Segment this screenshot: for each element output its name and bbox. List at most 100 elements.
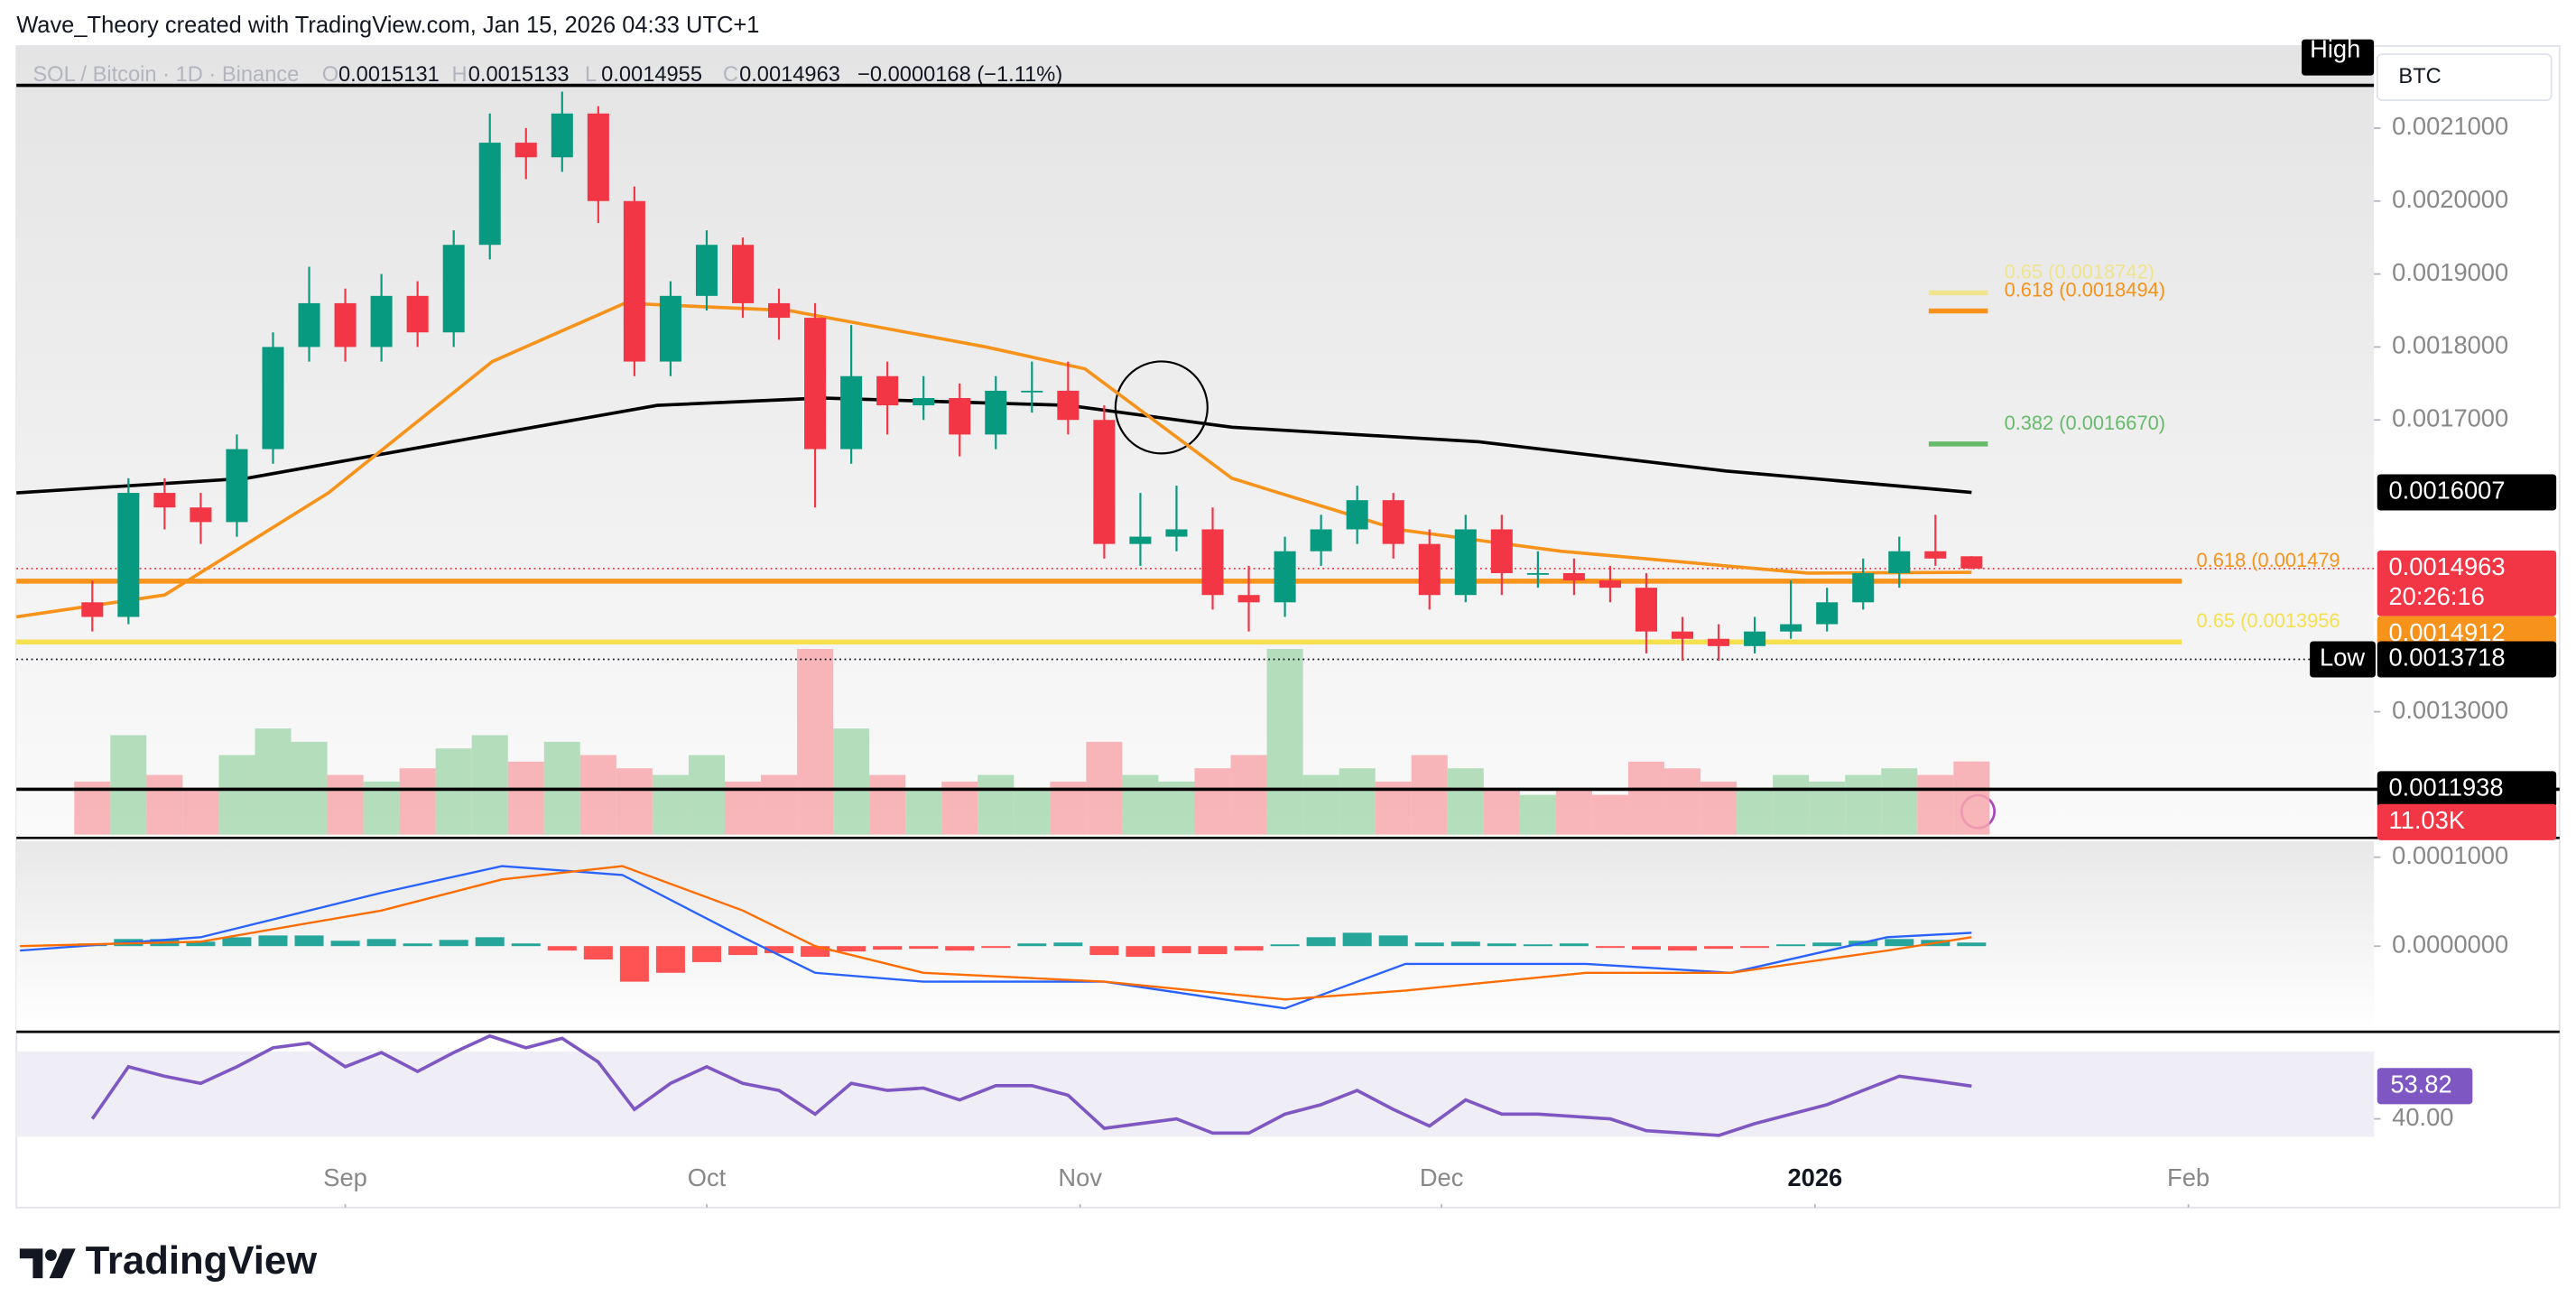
- candle-body: [1708, 638, 1730, 646]
- candle-body: [1274, 551, 1296, 603]
- macd-histogram-bar: [1414, 942, 1444, 947]
- macd-histogram-bar: [1450, 941, 1480, 947]
- candle-body: [1237, 595, 1260, 603]
- candle-body: [1382, 500, 1404, 544]
- ohlc-key: H: [452, 63, 468, 87]
- brand-logo: [19, 1248, 76, 1279]
- volume-bar: [255, 728, 292, 835]
- volume-bar: [1664, 768, 1701, 835]
- macd-histogram-bar: [619, 946, 649, 982]
- volume-bar: [1773, 774, 1810, 835]
- macd-histogram-bar: [186, 941, 216, 947]
- volume-bar: [399, 768, 436, 835]
- macd-histogram-bar: [1812, 942, 1842, 947]
- candle-body: [876, 375, 899, 406]
- volume-bar: [1194, 768, 1231, 835]
- candle-body: [1093, 420, 1116, 544]
- macd-histogram-bar: [511, 943, 541, 947]
- volume-bar: [1627, 761, 1665, 835]
- macd-histogram-bar: [981, 946, 1011, 949]
- change: −0.0000168 (−1.11%): [857, 63, 1062, 87]
- support-label: 0.0011938: [2389, 774, 2504, 802]
- signal-line: [20, 865, 1972, 1001]
- candle-body: [1454, 529, 1477, 596]
- macd-line: [20, 865, 1972, 1010]
- currency[interactable]: BTC: [2398, 65, 2441, 88]
- macd-pane-bg: [16, 840, 2375, 1033]
- ohlc-value: 0.0015131: [338, 63, 440, 87]
- candle-body: [190, 507, 212, 523]
- volume-bar: [616, 768, 653, 835]
- macd-histogram-bar: [1957, 942, 1987, 947]
- macd-histogram-bar: [222, 937, 252, 947]
- volume-bar: [182, 788, 219, 835]
- macd-histogram-bar: [1053, 942, 1083, 947]
- macd-histogram-bar: [1017, 943, 1047, 947]
- x-tick-label: Feb: [2167, 1163, 2210, 1191]
- macd-histogram-bar: [439, 940, 468, 947]
- ohlc-value: 0.0015133: [468, 63, 570, 87]
- candle-body: [1888, 551, 1911, 573]
- candle-body: [913, 397, 935, 406]
- candle-body: [1165, 529, 1188, 537]
- candle-body: [695, 245, 718, 296]
- macd-histogram-bar: [1270, 944, 1300, 947]
- candle-body: [262, 347, 284, 449]
- x-tick-label: 2026: [1787, 1163, 1842, 1191]
- macd-histogram-bar: [475, 937, 505, 947]
- candle-body: [1960, 556, 1983, 569]
- candle-body: [840, 375, 863, 449]
- volume-bar: [435, 748, 472, 835]
- macd-histogram-bar: [1089, 946, 1119, 956]
- y-tick-label: 0.0017000: [2392, 403, 2508, 431]
- volume-bar: [327, 774, 364, 835]
- macd-histogram-bar: [1885, 939, 1914, 947]
- macd-histogram-bar: [330, 941, 360, 947]
- countdown: 20:26:16: [2389, 582, 2485, 610]
- volume-bar: [1881, 768, 1918, 835]
- ohlc-value: 0.0014955: [601, 63, 702, 87]
- candle-body: [985, 390, 1007, 435]
- macd-histogram-bar: [764, 946, 794, 954]
- brand: TradingView: [86, 1238, 318, 1283]
- volume-bar: [761, 774, 798, 835]
- candle-body: [1526, 572, 1549, 575]
- volume-bar: [1483, 788, 1520, 835]
- rsi-label: 53.82: [2390, 1070, 2451, 1098]
- candle-body: [153, 493, 176, 508]
- macd-histogram-bar: [1776, 944, 1806, 947]
- macd-histogram-bar: [1559, 943, 1589, 947]
- fib-label: 0.65 (0.0013956: [2197, 609, 2340, 632]
- macd-histogram-bar: [258, 935, 288, 947]
- moving-average: [15, 301, 1972, 619]
- ma200-label: 0.0016007: [2389, 477, 2506, 505]
- macd-histogram-bar: [1162, 946, 1191, 954]
- volume-bar: [1411, 755, 1448, 835]
- candle-body: [478, 143, 501, 246]
- y-tick-label: 0.0019000: [2392, 258, 2508, 286]
- volume-bar: [1266, 648, 1303, 835]
- moving-average: [16, 396, 1972, 495]
- volume-bar: [471, 735, 508, 835]
- volume-bar: [1447, 768, 1484, 835]
- candle-body: [1816, 602, 1839, 625]
- volume-bar: [1014, 788, 1051, 835]
- macd-histogram-bar: [727, 946, 758, 956]
- candle-body: [334, 302, 357, 348]
- currency-box[interactable]: [2376, 53, 2553, 101]
- macd-histogram-bar: [403, 943, 432, 947]
- rsi-box: [2377, 1068, 2473, 1105]
- y-tick-label: 0.0018000: [2392, 331, 2508, 359]
- volume-bar: [146, 774, 183, 835]
- ohlc-value: 0.0014963: [739, 63, 840, 87]
- macd-histogram-bar: [837, 946, 866, 952]
- volume-bar: [1591, 794, 1628, 835]
- y-tick-label: 0.0020000: [2392, 185, 2508, 213]
- candle-body: [1924, 551, 1947, 559]
- candle-body: [1346, 500, 1368, 530]
- volume-bar: [1845, 774, 1882, 835]
- candle-body: [1129, 536, 1152, 544]
- volume-bar: [579, 755, 616, 835]
